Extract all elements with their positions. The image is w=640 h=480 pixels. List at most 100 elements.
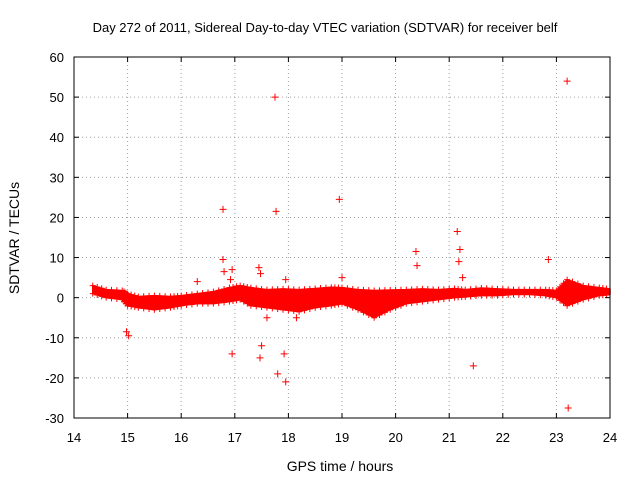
band-edge-point (344, 285, 351, 292)
band-edge-point (344, 302, 351, 309)
band-edge-point (146, 306, 153, 313)
y-axis-title: SDTVAR / TECUs (6, 182, 22, 294)
band-edge-point (537, 292, 544, 299)
band-edge-point (156, 292, 163, 299)
band-edge-point (124, 290, 131, 297)
band-edge-point (247, 302, 254, 309)
band-edge-point (440, 296, 447, 303)
outlier-point (227, 276, 235, 284)
y-tick-label: -10 (45, 331, 64, 346)
band-edge-point (89, 282, 96, 289)
band-edge-point (312, 304, 319, 311)
band-edge-point (590, 293, 597, 300)
band-edge-point (233, 297, 240, 304)
band-edge-point (387, 287, 394, 294)
band-edge-point (478, 285, 485, 292)
band-edge-point (467, 293, 474, 300)
band-edge-point (549, 293, 556, 300)
band-edge-point (94, 283, 101, 290)
outlier-point (292, 314, 300, 322)
y-tick-labels: -30 -20 -10 0 10 20 30 40 50 60 (45, 50, 64, 426)
x-tick-label: 19 (335, 430, 349, 445)
band-edge-point (392, 286, 399, 293)
band-edge-point (430, 297, 437, 304)
x-tick-label: 24 (603, 430, 617, 445)
band-edge-point (146, 292, 153, 299)
band-edge-point (331, 302, 338, 309)
band-edge-point (462, 286, 469, 293)
band-edge-point (140, 293, 147, 300)
band-edge-point (560, 280, 567, 287)
band-edge-point (419, 285, 426, 292)
band-edge-point (435, 286, 442, 293)
band-edge-point (355, 306, 362, 313)
band-edge-point (128, 303, 135, 310)
band-edge-point (521, 291, 528, 298)
band-edge-point (274, 286, 281, 293)
outlier-points (123, 77, 572, 412)
outlier-point (564, 404, 572, 412)
data-band (89, 276, 611, 321)
band-edge-point (253, 285, 260, 292)
band-edge-point (258, 285, 265, 292)
y-tick-label: -20 (45, 371, 64, 386)
band-edge-point (564, 302, 571, 309)
band-edge-point (446, 295, 453, 302)
band-edge-point (135, 304, 142, 311)
band-edge-point (135, 293, 142, 300)
y-tick-label: 60 (50, 50, 64, 65)
band-edge-point (290, 286, 297, 293)
band-edge-point (553, 287, 560, 294)
band-edge-point (360, 286, 367, 293)
band-edge-point (510, 291, 517, 298)
band-edge-point (339, 284, 345, 291)
band-edge-point (285, 286, 292, 293)
band-edge-point (505, 286, 512, 293)
band-edge-point (151, 306, 158, 313)
outlier-point (271, 93, 279, 101)
band-edge-point (128, 291, 135, 298)
band-edge-point (199, 300, 206, 307)
band-edge-point (98, 285, 105, 292)
outlier-point (455, 258, 463, 266)
outlier-point (220, 268, 228, 276)
band-edge-point (473, 293, 479, 300)
outlier-point (456, 246, 464, 254)
band-edge-point (381, 309, 388, 316)
outlier-point (123, 328, 131, 336)
band-edge-point (560, 300, 567, 307)
band-edge-point (280, 306, 287, 313)
outlier-point (255, 264, 263, 272)
outlier-point (228, 350, 236, 358)
band-edge-point (240, 298, 247, 305)
band-edge-point (483, 285, 490, 292)
band-edge-point (424, 298, 431, 305)
x-tick-labels: 14 15 16 17 18 19 20 21 22 23 24 (67, 430, 617, 445)
band-edge-point (183, 291, 190, 298)
band-edge-point (339, 300, 345, 307)
band-edge-point (556, 297, 563, 304)
x-tick-label: 18 (281, 430, 295, 445)
outlier-point (193, 278, 201, 286)
band-edge-point (349, 285, 356, 292)
band-edge-point (233, 283, 240, 290)
band-edge-point (194, 290, 201, 297)
outlier-point (412, 248, 420, 256)
band-edge-point (397, 286, 404, 293)
band-edge-point (306, 306, 313, 313)
band-edge-point (430, 286, 437, 293)
outlier-point (413, 262, 421, 270)
band-edge-point (603, 285, 610, 292)
band-edge-point (387, 306, 394, 313)
x-tick-label: 14 (67, 430, 81, 445)
outlier-point (453, 227, 461, 235)
band-edge-point (580, 296, 587, 303)
band-edge-point (312, 285, 319, 292)
band-edge-point (446, 285, 453, 292)
x-tick-label: 20 (388, 430, 402, 445)
band-edge-point (414, 299, 421, 306)
band-edge-point (317, 285, 324, 292)
band-edge-point (108, 295, 115, 302)
band-edge-point (240, 283, 247, 290)
band-edge-point (131, 304, 138, 311)
